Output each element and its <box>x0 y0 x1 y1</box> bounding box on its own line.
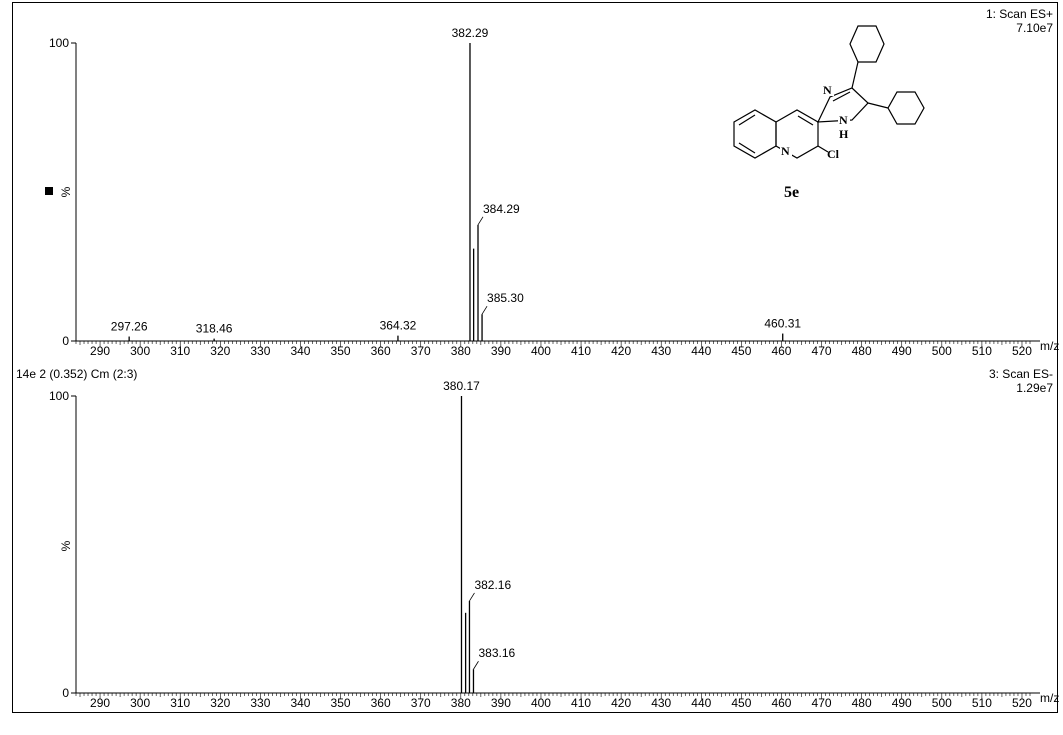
x-tick-label: 440 <box>691 696 711 710</box>
x-tick-label: 380 <box>451 344 471 358</box>
y-tick-label: 0 <box>62 334 69 348</box>
x-tick-label: 490 <box>892 344 912 358</box>
x-tick-label: 470 <box>812 696 832 710</box>
peak-leader <box>473 661 479 670</box>
x-tick-label: 420 <box>611 696 631 710</box>
x-tick-label: 410 <box>571 344 591 358</box>
upper-spectrum-panel: 1: Scan ES+ 7.10e7 % m/z 100 0 290 300 310 32… <box>49 7 1059 358</box>
x-tick-label: 360 <box>371 344 391 358</box>
x-tick-label: 290 <box>90 696 110 710</box>
peak-leader <box>477 216 484 225</box>
peak-label: 297.26 <box>111 320 148 334</box>
chemical-structure-5e: N N H N Cl 5e <box>733 25 925 201</box>
x-tick-label: 420 <box>611 344 631 358</box>
x-tick-label: 330 <box>250 696 270 710</box>
right-phenyl-ring <box>887 91 925 125</box>
y-tick-label: 100 <box>49 389 69 403</box>
x-tick-label: 310 <box>170 696 190 710</box>
peak-leader <box>469 592 475 602</box>
figure-border <box>12 2 1058 713</box>
x-tick-label: 350 <box>331 344 351 358</box>
x-tick-label: 400 <box>531 344 551 358</box>
peak-label: 382.29 <box>452 26 489 40</box>
x-tick-label: 500 <box>932 344 952 358</box>
peak-label: 385.30 <box>487 291 524 305</box>
x-tick-label: 330 <box>250 344 270 358</box>
peak-label: 318.46 <box>196 322 233 336</box>
x-tick-label: 450 <box>731 344 751 358</box>
atom-label-n1: N <box>823 83 832 97</box>
x-tick-label: 340 <box>290 696 310 710</box>
peak-label: 383.16 <box>478 646 515 660</box>
x-tick-label: 310 <box>170 344 190 358</box>
x-tick-label: 350 <box>331 696 351 710</box>
benzo-ring <box>733 109 777 159</box>
x-tick-label: 470 <box>812 344 832 358</box>
x-tick-label: 430 <box>651 344 671 358</box>
x-tick-label: 410 <box>571 696 591 710</box>
peak-label: 364.32 <box>380 319 417 333</box>
x-tick-label: 430 <box>651 696 671 710</box>
upper-phenyl-ring <box>849 25 885 63</box>
x-tick-label: 460 <box>771 344 791 358</box>
intensity-label: 1.29e7 <box>1016 381 1053 395</box>
x-axis-label: m/z <box>1040 691 1059 705</box>
atom-label-cl: Cl <box>827 147 840 161</box>
x-tick-label: 440 <box>691 344 711 358</box>
x-tick-label: 320 <box>210 344 230 358</box>
x-tick-label: 370 <box>411 696 431 710</box>
compound-label: 5e <box>784 184 799 201</box>
x-tick-label: 480 <box>852 344 872 358</box>
x-tick-label: 510 <box>972 344 992 358</box>
atom-label-n3: N <box>781 144 790 158</box>
y-tick-label: 0 <box>62 686 69 700</box>
x-tick-label: 360 <box>371 696 391 710</box>
x-tick-label: 490 <box>892 696 912 710</box>
x-tick-label: 400 <box>531 696 551 710</box>
x-axis-label: m/z <box>1040 339 1059 353</box>
peak-label: 382.16 <box>474 578 511 592</box>
x-tick-label: 450 <box>731 696 751 710</box>
scan-mode-label: 3: Scan ES- <box>989 367 1053 381</box>
atom-label-n2: N <box>839 113 848 127</box>
x-tick-label: 390 <box>491 344 511 358</box>
y-axis-label: % <box>59 540 73 551</box>
y-axis-label: % <box>59 186 73 197</box>
x-tick-label: 300 <box>130 696 150 710</box>
x-tick-label: 290 <box>90 344 110 358</box>
legend-marker <box>45 187 53 195</box>
x-tick-label: 520 <box>1012 344 1032 358</box>
x-tick-label: 320 <box>210 696 230 710</box>
lower-spectrum-panel: 14e 2 (0.352) Cm (2:3) 3: Scan ES- 1.29e… <box>16 367 1059 710</box>
peak-leader <box>481 305 488 315</box>
x-tick-label: 510 <box>972 696 992 710</box>
x-tick-label: 370 <box>411 344 431 358</box>
x-tick-label: 480 <box>852 696 872 710</box>
x-tick-label: 500 <box>932 696 952 710</box>
intensity-label: 7.10e7 <box>1016 21 1053 35</box>
peak-label: 380.17 <box>443 379 480 393</box>
x-tick-label: 460 <box>771 696 791 710</box>
x-tick-label: 340 <box>290 344 310 358</box>
scan-mode-label: 1: Scan ES+ <box>986 7 1053 21</box>
x-tick-label: 520 <box>1012 696 1032 710</box>
x-tick-label: 300 <box>130 344 150 358</box>
atom-label-h: H <box>839 127 849 141</box>
peak-label: 384.29 <box>483 202 520 216</box>
sample-header: 14e 2 (0.352) Cm (2:3) <box>16 367 137 381</box>
peak-label: 460.31 <box>764 317 801 331</box>
y-tick-label: 100 <box>49 36 69 50</box>
x-tick-label: 380 <box>451 696 471 710</box>
x-tick-label: 390 <box>491 696 511 710</box>
